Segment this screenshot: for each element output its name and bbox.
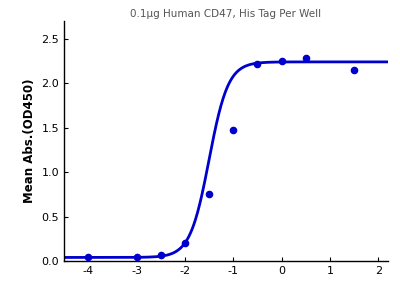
Point xyxy=(230,128,236,133)
Point xyxy=(302,56,309,61)
Point xyxy=(182,241,188,246)
Point xyxy=(254,61,261,66)
Point xyxy=(351,68,357,72)
Y-axis label: Mean Abs.(OD450): Mean Abs.(OD450) xyxy=(23,79,36,203)
Point xyxy=(85,254,91,259)
Title: 0.1μg Human CD47, His Tag Per Well: 0.1μg Human CD47, His Tag Per Well xyxy=(130,9,322,19)
Point xyxy=(206,192,212,197)
Point xyxy=(278,58,285,63)
Point xyxy=(133,254,140,259)
Point xyxy=(158,252,164,257)
